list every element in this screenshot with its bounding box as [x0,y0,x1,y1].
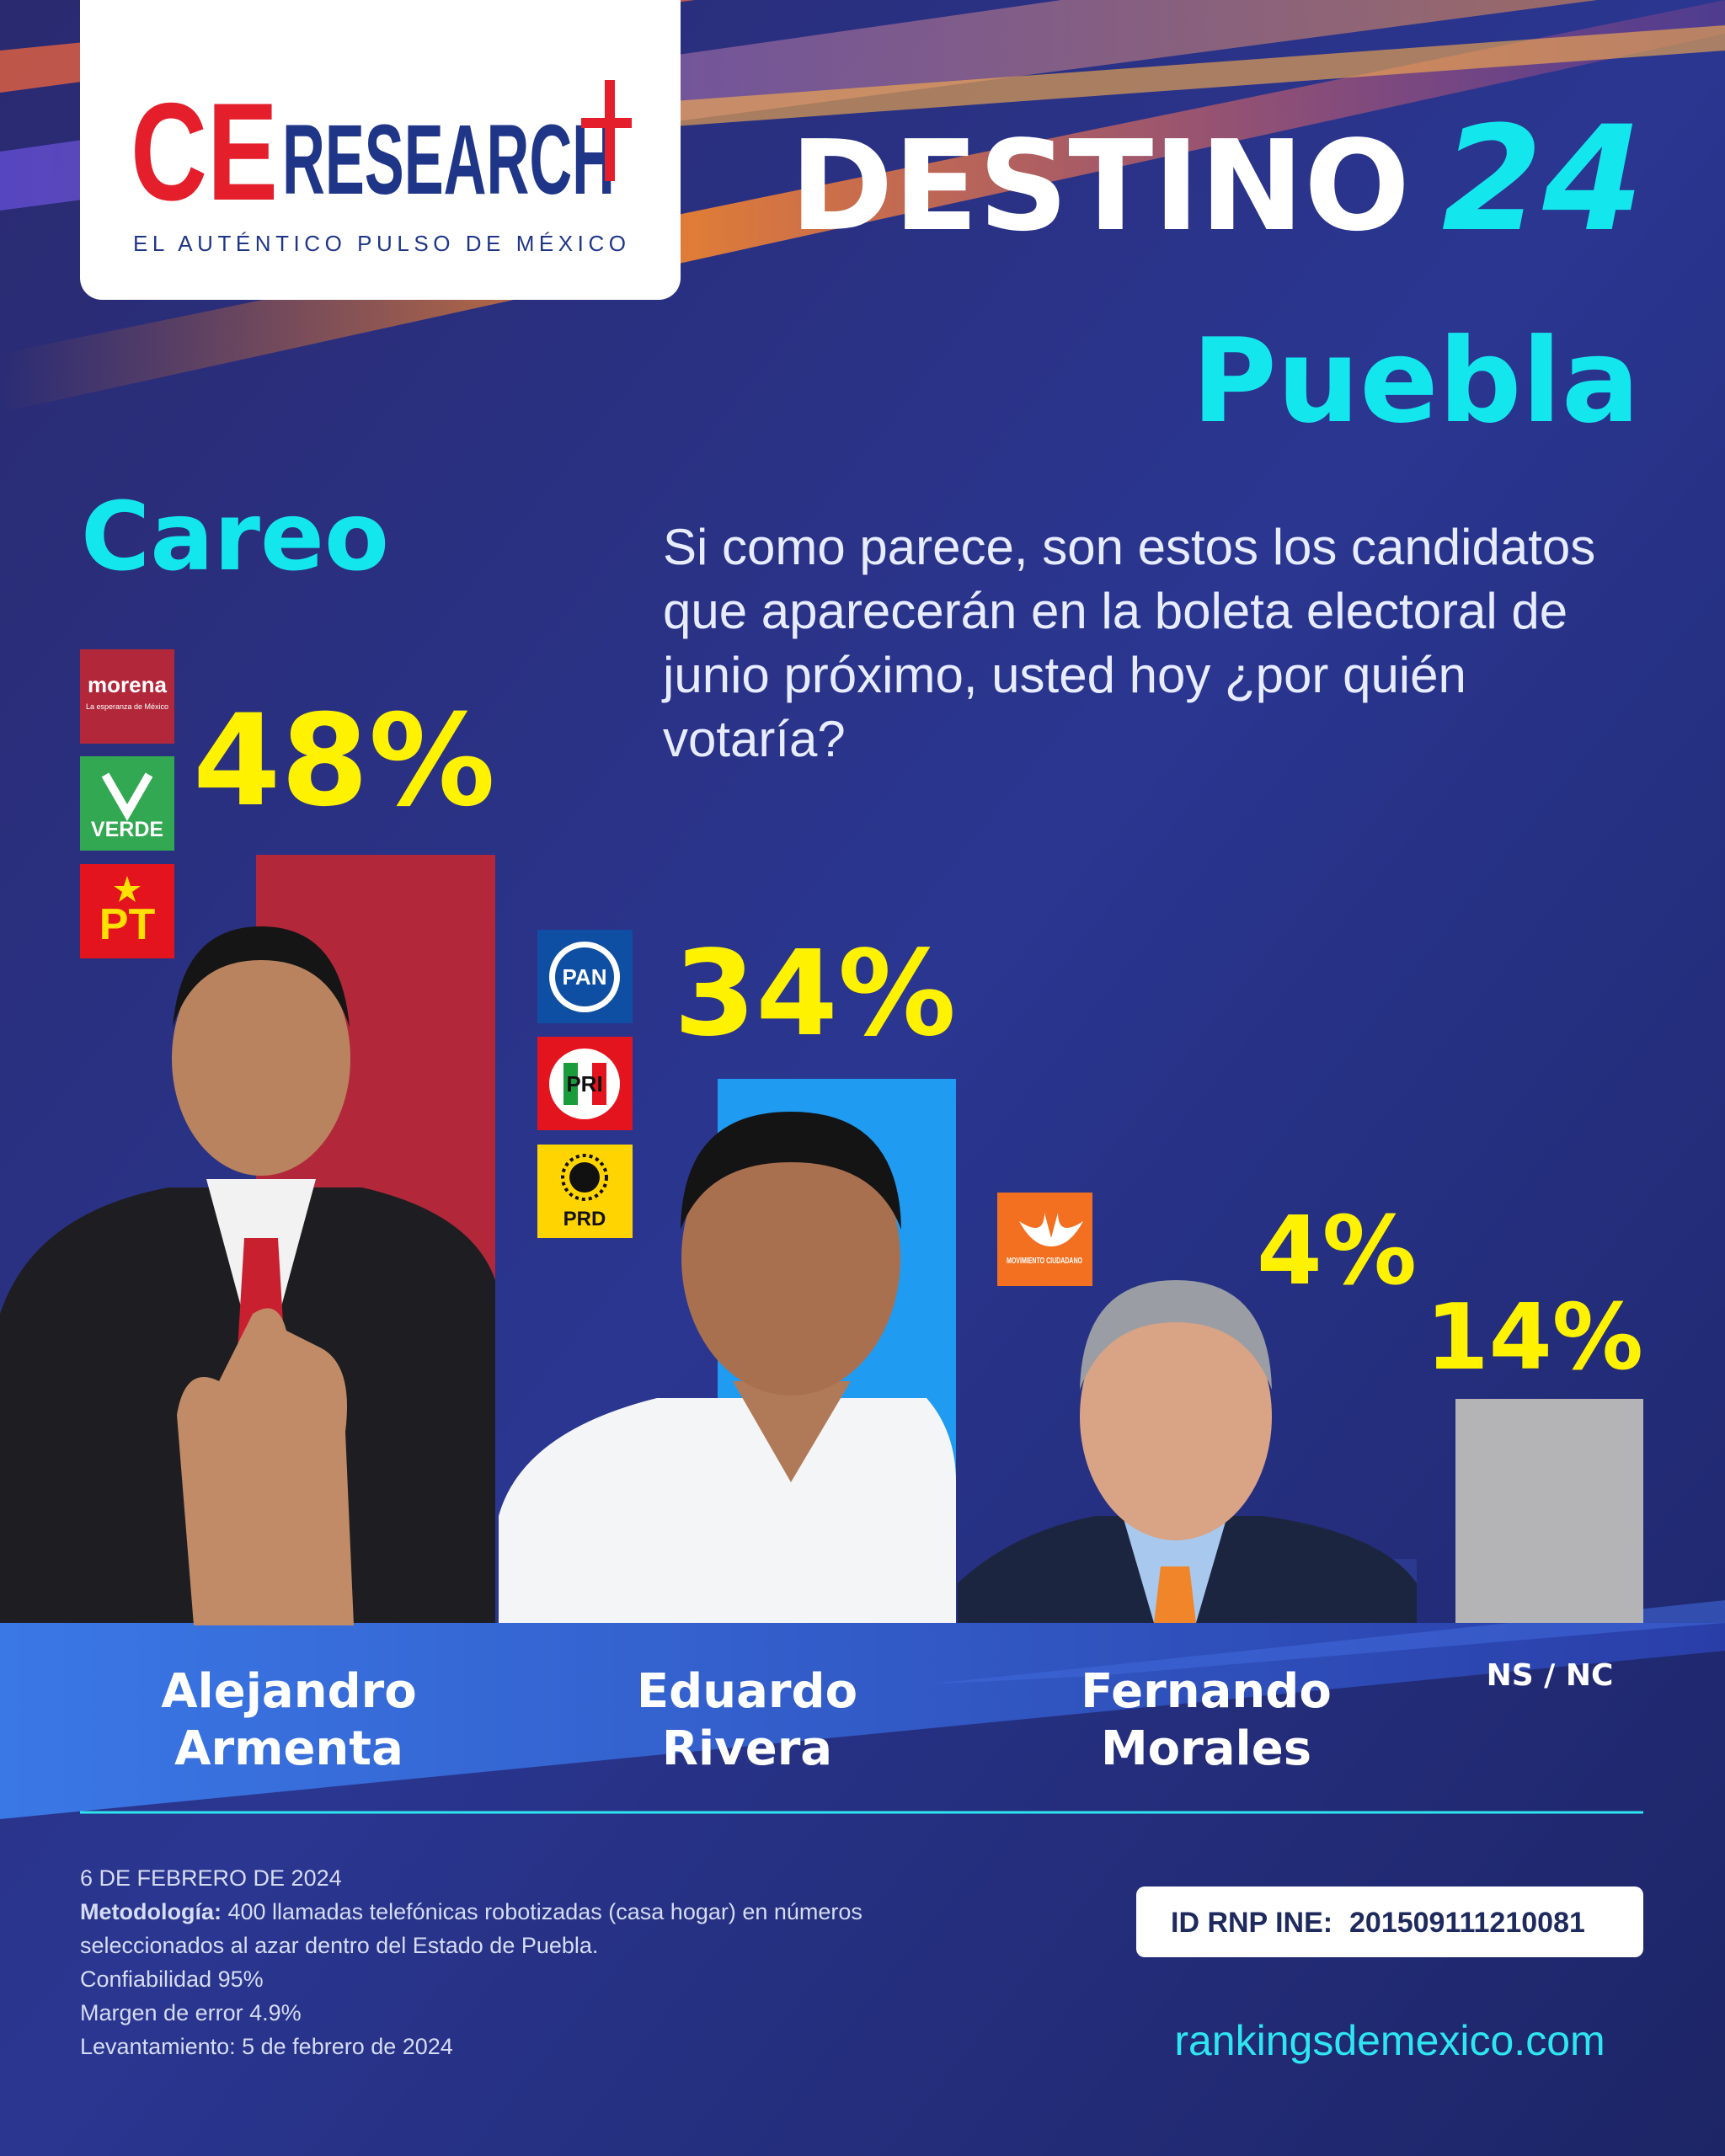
party-name: PAN [563,964,607,990]
category-label: Eduardo Rivera [636,1664,858,1777]
methodology-text: 400 llamadas telefónicas robotizadas (ca… [80,1899,862,1958]
party-logo: PRD [537,1145,633,1238]
rnp-id: 201509111210081 [1349,1907,1585,1939]
category-label: NS / NC [1486,1658,1614,1693]
category-label: Alejandro Armenta [161,1664,417,1777]
ground-band [0,1623,1725,1819]
party-logo: VERDE [80,756,174,851]
value-label: 34% [674,926,956,1063]
state: Puebla [1192,313,1640,449]
margin: Margen de error 4.9% [80,2000,302,2025]
party-logo: PRI [537,1037,633,1130]
candidate-photo [499,1112,956,1623]
date: 6 DE FEBRERO DE 2024 [80,1865,342,1891]
party-tagline: La esperanza de México [86,702,168,711]
logo-ce: CE [131,74,278,229]
party-name: PRD [563,1208,606,1230]
methodology-label: Metodología: [80,1899,222,1924]
logo-plus [605,80,615,181]
party-logo: morena La esperanza de México [80,649,174,744]
party-logo: PT [80,864,174,958]
title: DESTINO [790,114,1410,259]
question: Si como parece, son estos los candidatos… [663,519,1596,767]
logo-card [80,0,681,300]
section-title: Careo [81,483,389,592]
party-name: PT [99,900,156,949]
party-name: VERDE [91,818,163,841]
url: rankingsdemexico.com [1174,2017,1605,2064]
value-label: 4% [1257,1197,1417,1306]
rnp-label: ID RNP INE: [1171,1907,1332,1939]
rnp-box [1136,1886,1643,1957]
fieldwork: Levantamiento: 5 de febrero de 2024 [80,2034,453,2059]
logo-plus [581,118,632,128]
category-label: Fernando Morales [1081,1664,1332,1777]
value-label: 48% [193,688,495,835]
party-name: morena [88,672,167,697]
party-name: MOVIMIENTO CIUDADANO [1007,1257,1082,1266]
title-number: 24 [1442,94,1643,264]
party-logo: MOVIMIENTO CIUDADANO [997,1193,1092,1286]
candidate-photo [0,926,495,1625]
methodology: Metodología: 400 llamadas telefónicas ro… [80,1895,956,1962]
logo-research: RESEARCH [282,104,615,216]
party-logo: PAN [537,930,633,1023]
party-name: PRI [566,1071,602,1097]
bar [1455,1399,1643,1623]
footer-notes: 6 DE FEBRERO DE 2024 Metodología: 400 ll… [80,1861,956,2063]
value-label: 14% [1425,1285,1643,1390]
logo-tagline: EL AUTÉNTICO PULSO DE MÉXICO [133,231,626,256]
confidence: Confiabilidad 95% [80,1967,264,1992]
candidate-photo [958,1280,1417,1623]
